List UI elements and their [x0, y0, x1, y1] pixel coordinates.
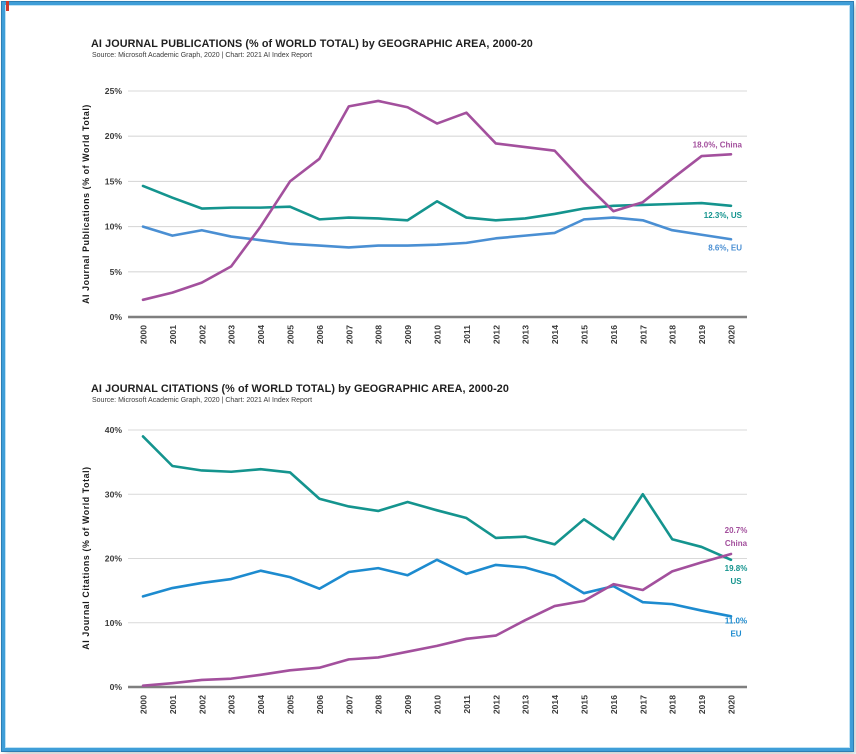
- x-year-label: 2015: [580, 325, 590, 344]
- y-tick-label: 30%: [105, 489, 123, 499]
- x-year-label: 2008: [374, 695, 384, 714]
- x-year-label: 2010: [433, 695, 443, 714]
- y-tick-label: 0%: [110, 682, 123, 692]
- x-year-label: 2006: [315, 325, 325, 344]
- end-label-us: 19.8%: [725, 564, 748, 573]
- x-year-label: 2014: [550, 325, 560, 344]
- x-year-label: 2008: [374, 325, 384, 344]
- x-year-label: 2011: [462, 695, 472, 714]
- x-year-label: 2007: [344, 695, 354, 714]
- x-year-label: 2000: [139, 325, 149, 344]
- y-tick-label: 15%: [105, 176, 123, 186]
- end-label-us: US: [730, 577, 742, 586]
- end-label-china: China: [725, 539, 748, 548]
- x-year-label: 2002: [197, 325, 207, 344]
- y-tick-label: 40%: [105, 425, 123, 435]
- x-year-label: 2019: [697, 695, 707, 714]
- citations-chart-plot: 0% 10% 20% 30% 40% 2000 2001 2002 2003 2004 2005 20…: [105, 425, 748, 714]
- end-label-china: 18.0%, China: [693, 140, 743, 149]
- publications-chart-title: AI JOURNAL PUBLICATIONS (% of WORLD TOTA…: [91, 38, 533, 50]
- x-year-label: 2004: [256, 695, 266, 714]
- end-label-china: 20.7%: [725, 526, 748, 535]
- x-year-label: 2006: [315, 695, 325, 714]
- x-year-label: 2001: [168, 325, 178, 344]
- x-year-label: 2012: [491, 695, 501, 714]
- x-year-label: 2013: [521, 695, 531, 714]
- x-year-label: 2003: [227, 695, 237, 714]
- series-line-eu: [141, 216, 733, 249]
- end-label-eu: 8.6%, EU: [708, 243, 742, 252]
- x-year-label: 2009: [403, 695, 413, 714]
- x-year-label: 2012: [491, 325, 501, 344]
- series-line-us: [141, 435, 733, 562]
- x-year-label: 2002: [197, 695, 207, 714]
- x-year-label: 2016: [609, 695, 619, 714]
- x-year-label: 2010: [433, 325, 443, 344]
- x-year-label: 2019: [697, 325, 707, 344]
- end-label-eu: 11.0%: [725, 616, 747, 625]
- end-label-us: 12.3%, US: [704, 211, 743, 220]
- x-year-label: 2017: [638, 695, 648, 714]
- x-year-label: 2000: [139, 695, 149, 714]
- series-line-china: [141, 552, 733, 688]
- y-tick-label: 10%: [105, 222, 123, 232]
- publications-chart-source: Source: Microsoft Academic Graph, 2020 |…: [92, 52, 313, 59]
- x-year-label: 2004: [256, 325, 266, 344]
- y-tick-label: 0%: [110, 312, 123, 322]
- y-tick-label: 20%: [105, 131, 123, 141]
- citations-chart-source: Source: Microsoft Academic Graph, 2020 |…: [92, 397, 313, 404]
- x-year-label: 2005: [286, 325, 296, 344]
- x-year-label: 2018: [668, 695, 678, 714]
- series-line-china: [141, 99, 733, 302]
- x-year-label: 2007: [344, 325, 354, 344]
- x-year-label: 2001: [168, 695, 178, 714]
- x-year-label: 2003: [227, 325, 237, 344]
- citations-chart-title: AI JOURNAL CITATIONS (% of WORLD TOTAL) …: [91, 383, 510, 395]
- publications-chart-plot: 0% 5% 10% 15% 20% 25% 2000 2001 2002 2003 2004 2005…: [105, 86, 747, 344]
- y-tick-label: 20%: [105, 554, 123, 564]
- y-tick-label: 5%: [110, 267, 123, 277]
- x-year-label: 2009: [403, 325, 413, 344]
- y-tick-label: 25%: [105, 86, 123, 96]
- x-year-label: 2011: [462, 325, 472, 344]
- x-year-label: 2020: [727, 325, 737, 344]
- series-line-eu: [141, 558, 733, 618]
- x-year-label: 2013: [521, 325, 531, 344]
- x-year-label: 2015: [580, 695, 590, 714]
- x-year-label: 2017: [638, 325, 648, 344]
- x-year-label: 2005: [286, 695, 296, 714]
- x-year-label: 2020: [727, 695, 737, 714]
- x-year-label: 2016: [609, 325, 619, 344]
- y-tick-label: 10%: [105, 618, 123, 628]
- x-year-label: 2018: [668, 325, 678, 344]
- x-year-label: 2014: [550, 695, 560, 714]
- corner-red-mark: [6, 1, 9, 11]
- end-label-eu: EU: [730, 629, 741, 638]
